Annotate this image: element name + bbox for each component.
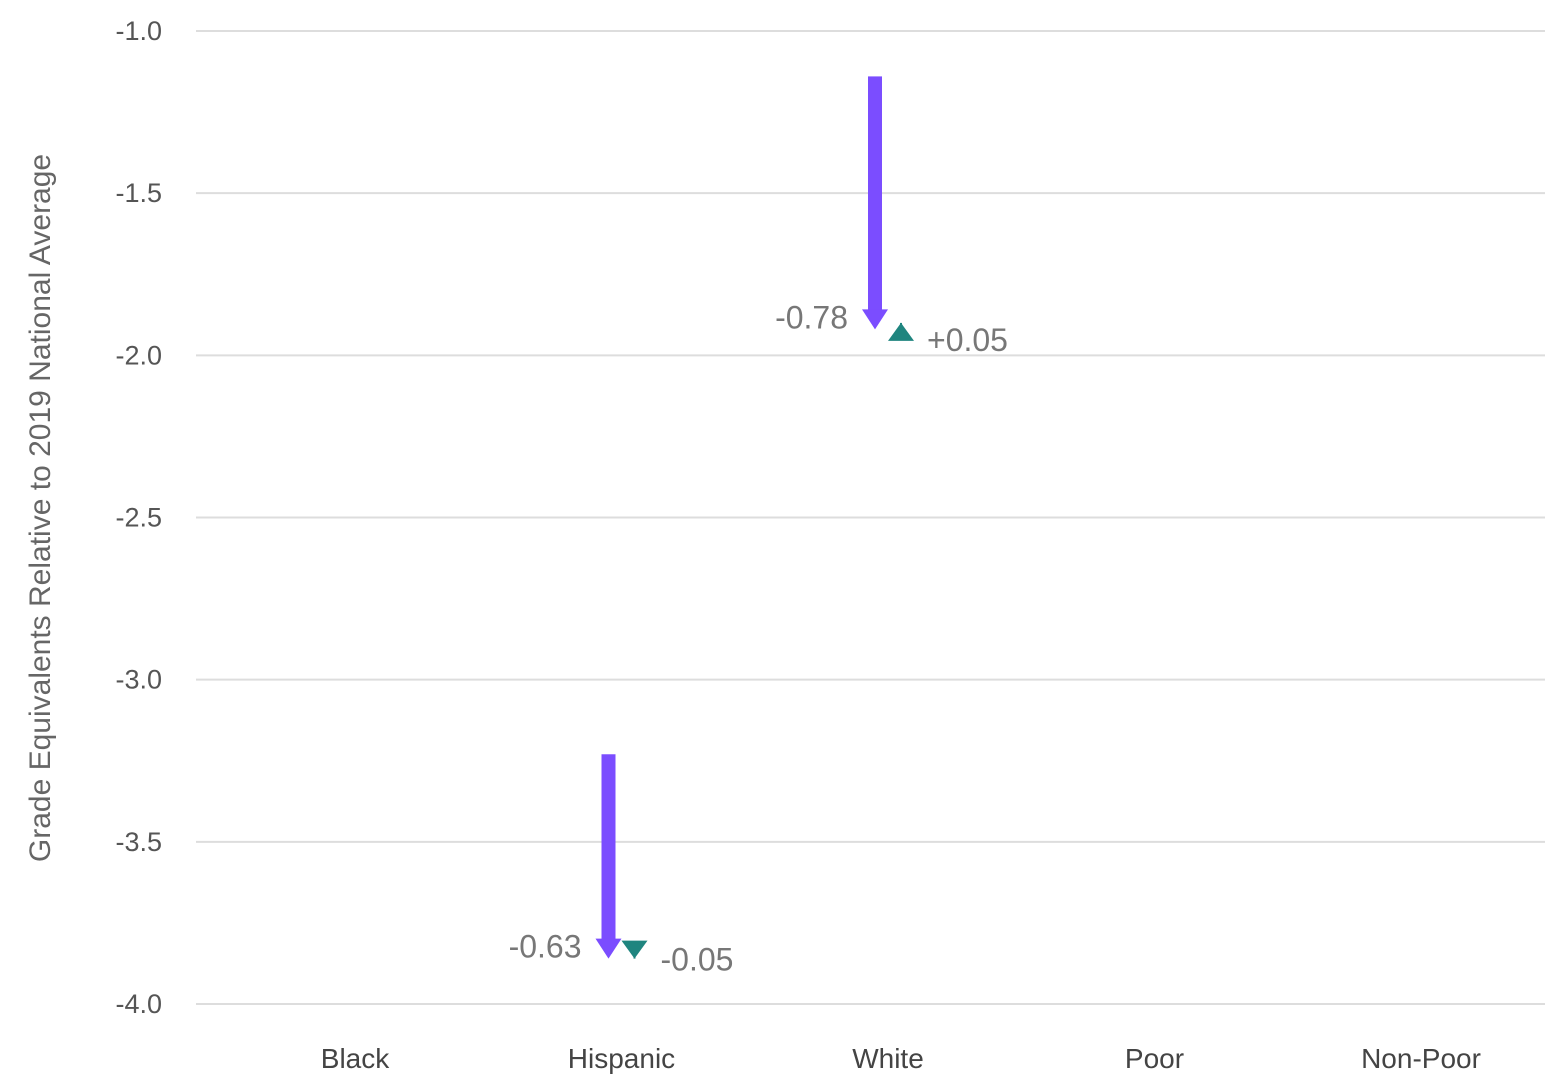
y-tick-labels: -1.0 -1.5 -2.0 -2.5 -3.0 -3.5 -4.0 [115, 16, 162, 1019]
arrow-change-label: -0.63 [509, 929, 582, 965]
y-tick-label: -3.0 [115, 665, 162, 695]
x-category-label: Poor [1125, 1043, 1184, 1074]
y-tick-label: -4.0 [115, 989, 162, 1019]
grid-lines [196, 30, 1545, 1005]
x-category-label: White [852, 1043, 924, 1074]
arrow-shaft [601, 754, 616, 940]
x-category-labels: Black Hispanic White Poor Non-Poor [321, 1043, 1481, 1074]
triangle-change-label: -0.05 [661, 942, 734, 978]
triangle-change-label: +0.05 [927, 322, 1008, 358]
y-tick-label: -2.5 [115, 503, 162, 533]
arrow-change-label: -0.78 [775, 299, 848, 335]
triangle-marker [621, 940, 648, 959]
arrow-head [862, 309, 888, 330]
x-category-label: Hispanic [568, 1043, 675, 1074]
x-category-label: Black [321, 1043, 390, 1074]
y-axis-title: Grade Equivalents Relative to 2019 Natio… [24, 154, 57, 862]
arrow-head [595, 938, 622, 959]
y-tick-label: -3.5 [115, 827, 162, 857]
y-tick-label: -1.0 [115, 16, 162, 46]
triangle-marker [888, 322, 914, 341]
y-tick-label: -2.0 [115, 340, 162, 370]
arrow-shaft [868, 76, 882, 311]
x-category-label: Non-Poor [1361, 1043, 1481, 1074]
y-tick-label: -1.5 [115, 178, 162, 208]
data-marks: -0.63 -0.78 -0.05 +0.05 [509, 76, 1008, 978]
